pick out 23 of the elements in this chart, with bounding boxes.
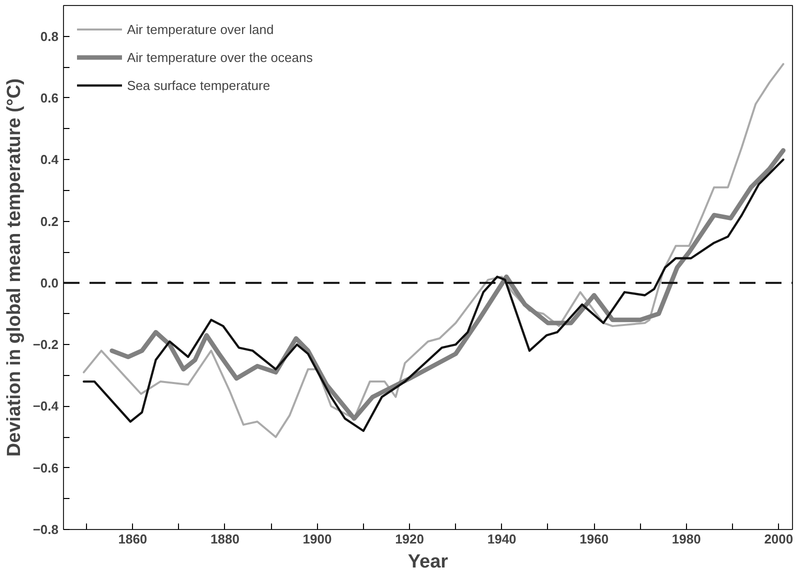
y-tick-label: −0.2	[32, 337, 59, 352]
y-axis-title: Deviation in global mean temperature (°C)	[4, 78, 25, 457]
x-tick-label: 1860	[118, 532, 148, 546]
y-tick-label: −0.6	[32, 460, 59, 476]
line-series	[82, 63, 784, 438]
x-tick-label: 2000	[764, 532, 794, 546]
x-tick-label: 1880	[210, 532, 240, 546]
y-tick-label: 0.6	[40, 90, 59, 106]
x-tick-label: 1920	[395, 532, 424, 546]
y-tick-label: −0.4	[32, 398, 60, 414]
legend-label: Air temperature over the oceans	[127, 50, 313, 64]
legend-label: Air temperature over land	[127, 22, 274, 36]
y-tick-label: 0.8	[40, 28, 59, 44]
y-tick-label: 0.0	[40, 275, 59, 290]
x-tick-label: 1980	[672, 532, 701, 546]
x-tick-label: 1960	[580, 532, 609, 546]
y-tick-label: 0.4	[40, 152, 60, 168]
x-axis-title: Year	[408, 552, 449, 572]
legend-label: Sea surface temperature	[127, 78, 270, 92]
x-tick-label: 1940	[487, 532, 516, 546]
y-tick-label: −0.8	[32, 522, 59, 537]
x-tick-label: 1900	[302, 532, 332, 546]
y-tick-label: 0.2	[40, 214, 59, 229]
